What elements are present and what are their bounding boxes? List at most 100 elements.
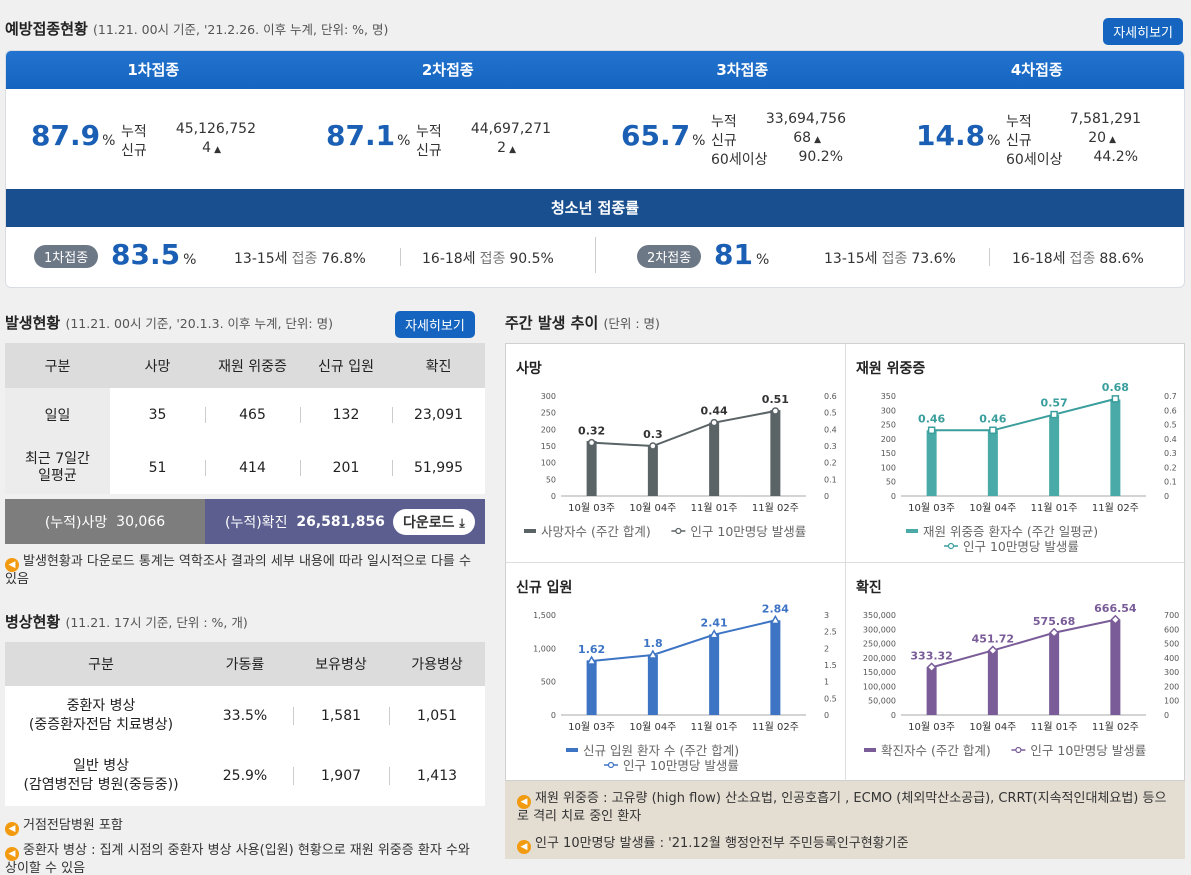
teen-first-13-15: 13-15세 접종 76.8% — [234, 251, 366, 267]
dose-2-rate: 87.1% — [326, 119, 411, 152]
legend-label: 신규 입원 환자 수 (주간 합계) — [583, 743, 739, 758]
table-cell: 1,413 — [389, 746, 485, 806]
x-tick-label: 11월 01주 — [1031, 721, 1078, 733]
y-tick-label: 100,000 — [863, 682, 896, 691]
dose-1-stats: 87.9% 누적 45,126,752 신규 4 ▲ — [31, 109, 291, 219]
speaker-icon: ◀ — [517, 840, 531, 854]
y-tick-label: 0 — [891, 711, 896, 720]
y-tick-label: 1,000 — [533, 644, 556, 653]
up-arrow-icon: ▲ — [214, 145, 221, 155]
table-cell: 23,091 — [392, 388, 485, 442]
bar — [709, 634, 720, 715]
chart-title: 사망 — [516, 361, 542, 377]
teen-second-16-18: 16-18세 접종 88.6% — [1012, 251, 1144, 267]
teen-rate-header: 청소년 접종률 — [6, 189, 1184, 227]
line-point — [989, 426, 997, 435]
occurrence-section-title: 발생현황 (11.21. 00시 기준, '20.1.3. 이후 누계, 단위:… — [5, 312, 333, 333]
bar — [770, 620, 781, 715]
column-header: 가동률 — [197, 642, 293, 686]
row-label: 일일 — [5, 388, 110, 442]
download-button[interactable]: 다운로드 ⤓ — [392, 508, 475, 535]
x-tick-label: 11월 02주 — [1092, 502, 1139, 514]
x-tick-label: 10월 03주 — [568, 502, 615, 514]
data-label: 1.62 — [578, 643, 605, 656]
y-tick-label: 250,000 — [863, 640, 896, 649]
up-arrow-icon: ▲ — [1109, 135, 1116, 145]
y-tick-label: 0 — [551, 711, 556, 720]
table-row: 중환자 병상 (중증환자전담 치료병상) 33.5% 1,581 1,051 — [5, 686, 485, 746]
x-tick-label: 10월 04주 — [969, 721, 1016, 733]
dose-1-new: 신규 4 ▲ — [121, 140, 221, 159]
vaccination-panel: 1차접종 2차접종 3차접종 4차접종 87.9% 누적 45,126,752 신… — [5, 50, 1185, 288]
beds-section-title: 병상현황 (11.21. 17시 기준, 단위 : %, 개) — [5, 611, 248, 632]
legend-label: 인구 10만명당 발생률 — [690, 524, 806, 539]
chart-confirmed: 0 50,000 100,000 150,000 200,000 250,000 300,0… — [846, 563, 1185, 781]
dose-1-rate: 87.9% — [31, 119, 116, 152]
chart-admission-svg: 0 500 1,000 1,500 0 0.5 1 1.5 2 2.5 3 10월 03주 10월 04… — [533, 602, 837, 773]
y2-tick-label: 2.5 — [824, 628, 837, 637]
line-point — [926, 662, 937, 673]
bar — [647, 655, 658, 715]
cumulative-bar: (누적)사망 30,066 (누적)확진 26,581,856 다운로드 ⤓ — [5, 499, 485, 544]
legend-line-marker — [1015, 746, 1022, 754]
divider — [989, 248, 990, 266]
line-point — [1111, 395, 1120, 403]
y-tick-label: 200 — [541, 425, 556, 434]
chart-death-svg: 0 50 100 150 200 250 300 0 0.1 0.2 0.3 0.4 0.5 0.6 10월… — [524, 392, 837, 539]
dose-4-cumulative: 누적 7,581,291 — [1006, 111, 1141, 130]
table-row: 일반 병상 (감염병전담 병원(중등중)) 25.9% 1,907 1,413 — [5, 746, 485, 806]
x-tick-label: 11월 01주 — [691, 502, 738, 514]
y-tick-label: 150,000 — [863, 668, 896, 677]
legend-label: 인구 10만명당 발생률 — [963, 539, 1079, 554]
line-point — [771, 407, 780, 415]
legend-label: 확진자수 (주간 합계) — [881, 743, 991, 758]
y2-tick-label: 0.1 — [1164, 478, 1177, 487]
dose-2-cumulative: 누적 44,697,271 — [416, 121, 551, 140]
table-row: 일일 35 465 132 23,091 — [5, 388, 485, 442]
row-label: 일반 병상 (감염병전담 병원(중등중)) — [23, 758, 179, 793]
bar — [1110, 399, 1121, 496]
weekly-subtitle: (단위 : 명) — [603, 316, 660, 331]
x-tick-label: 11월 02주 — [752, 502, 799, 514]
line-point — [927, 426, 936, 435]
y2-tick-label: 700 — [1164, 611, 1179, 620]
table-row: 최근 7일간 일평균 51 414 201 51,995 — [5, 442, 485, 494]
column-header: 신규 입원 — [300, 343, 392, 388]
beds-title: 병상현황 — [5, 613, 61, 631]
vaccination-detail-button[interactable]: 자세히보기 — [1103, 18, 1183, 45]
legend-label: 인구 10만명당 발생률 — [623, 758, 739, 773]
y2-tick-label: 500 — [1164, 640, 1179, 649]
bar — [926, 667, 937, 715]
dose-2-stats: 87.1% 누적 44,697,271 신규 2 ▲ — [326, 109, 586, 219]
column-header: 구분 — [5, 642, 197, 686]
y2-tick-label: 0 — [1164, 711, 1169, 720]
data-label: 0.46 — [918, 412, 945, 425]
row-label: 최근 7일간 일평균 — [5, 442, 110, 494]
teen-first-16-18: 16-18세 접종 90.5% — [422, 251, 554, 267]
line-point — [647, 649, 659, 659]
table-cell: 1,907 — [293, 746, 389, 806]
y2-tick-label: 0.5 — [1164, 421, 1177, 430]
table-cell: 25.9% — [222, 768, 268, 784]
beds-note-2: ◀ 중환자 병상 : 집계 시점의 중환자 병상 사용(입원) 현황으로 재원 위… — [5, 843, 470, 875]
dose-2-new: 신규 2 ▲ — [416, 140, 516, 159]
y-tick-label: 50,000 — [868, 697, 896, 706]
y-tick-label: 250 — [541, 409, 556, 418]
y-tick-label: 50 — [886, 478, 896, 487]
teen-first-badge: 1차접종 — [34, 245, 99, 268]
x-tick-label: 10월 04주 — [969, 502, 1016, 514]
legend-label: 재원 위중증 환자수 (주간 일평균) — [923, 524, 1098, 539]
vaccination-title: 예방접종현황 — [5, 20, 88, 38]
data-label: 0.68 — [1102, 381, 1129, 394]
table-cell: 201 — [300, 442, 392, 494]
line-point — [987, 645, 998, 656]
x-tick-label: 10월 03주 — [908, 502, 955, 514]
data-label: 0.32 — [578, 425, 605, 438]
legend-line-marker — [607, 761, 615, 769]
bar — [1049, 632, 1060, 715]
column-header: 재원 위중증 — [205, 343, 300, 388]
table-cell: 465 — [205, 388, 300, 442]
occurrence-detail-button[interactable]: 자세히보기 — [395, 311, 475, 338]
y2-tick-label: 0 — [824, 492, 829, 501]
speaker-icon: ◀ — [5, 847, 19, 861]
